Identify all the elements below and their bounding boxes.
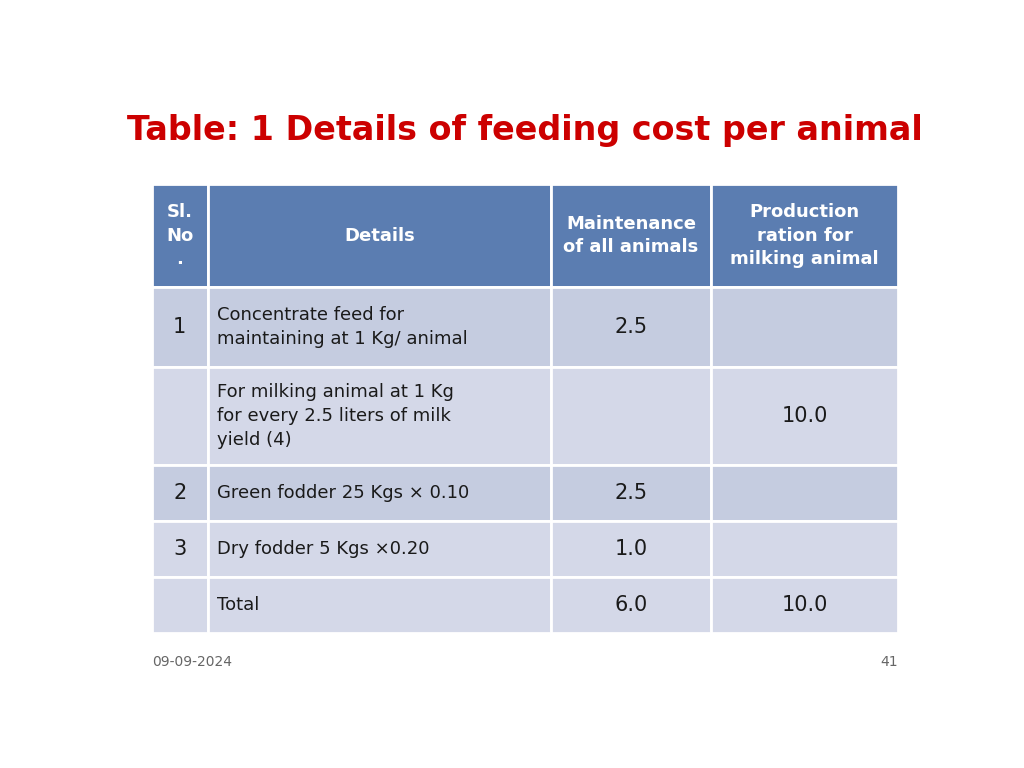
Bar	[551, 577, 712, 634]
Bar	[712, 184, 898, 287]
Text: 6.0: 6.0	[614, 595, 648, 615]
Bar	[152, 577, 208, 634]
Text: 2: 2	[173, 483, 186, 503]
Text: 3: 3	[173, 539, 186, 559]
Bar	[152, 521, 208, 577]
Bar	[712, 465, 898, 521]
Bar	[208, 465, 551, 521]
Text: Green fodder 25 Kgs × 0.10: Green fodder 25 Kgs × 0.10	[217, 484, 470, 502]
Text: Table: 1 Details of feeding cost per animal: Table: 1 Details of feeding cost per ani…	[127, 114, 923, 147]
Text: Total: Total	[217, 596, 260, 614]
Bar	[208, 577, 551, 634]
Bar	[208, 521, 551, 577]
Bar	[551, 367, 712, 465]
Bar	[551, 184, 712, 287]
Text: Sl.
No
.: Sl. No .	[166, 203, 194, 268]
Text: 1.0: 1.0	[614, 539, 647, 559]
Text: 09-09-2024: 09-09-2024	[152, 655, 231, 669]
Text: Details: Details	[344, 227, 415, 244]
Bar	[152, 465, 208, 521]
Text: 2.5: 2.5	[614, 483, 647, 503]
Text: Maintenance
of all animals: Maintenance of all animals	[563, 215, 698, 257]
Bar	[152, 367, 208, 465]
Text: 2.5: 2.5	[614, 317, 647, 337]
Bar	[712, 287, 898, 367]
Bar	[152, 287, 208, 367]
Bar	[551, 465, 712, 521]
Bar	[551, 521, 712, 577]
Text: Dry fodder 5 Kgs ×0.20: Dry fodder 5 Kgs ×0.20	[217, 540, 430, 558]
Text: For milking animal at 1 Kg
for every 2.5 liters of milk
yield (4): For milking animal at 1 Kg for every 2.5…	[217, 383, 455, 449]
Text: 41: 41	[881, 655, 898, 669]
Text: 10.0: 10.0	[781, 406, 827, 426]
Text: 10.0: 10.0	[781, 595, 827, 615]
Bar	[208, 287, 551, 367]
Bar	[152, 184, 208, 287]
Bar	[208, 184, 551, 287]
Bar	[551, 287, 712, 367]
Bar	[712, 577, 898, 634]
Text: 1: 1	[173, 317, 186, 337]
Bar	[208, 367, 551, 465]
Text: Production
ration for
milking animal: Production ration for milking animal	[730, 203, 879, 268]
Text: Concentrate feed for
maintaining at 1 Kg/ animal: Concentrate feed for maintaining at 1 Kg…	[217, 306, 468, 348]
Bar	[712, 521, 898, 577]
Bar	[712, 367, 898, 465]
